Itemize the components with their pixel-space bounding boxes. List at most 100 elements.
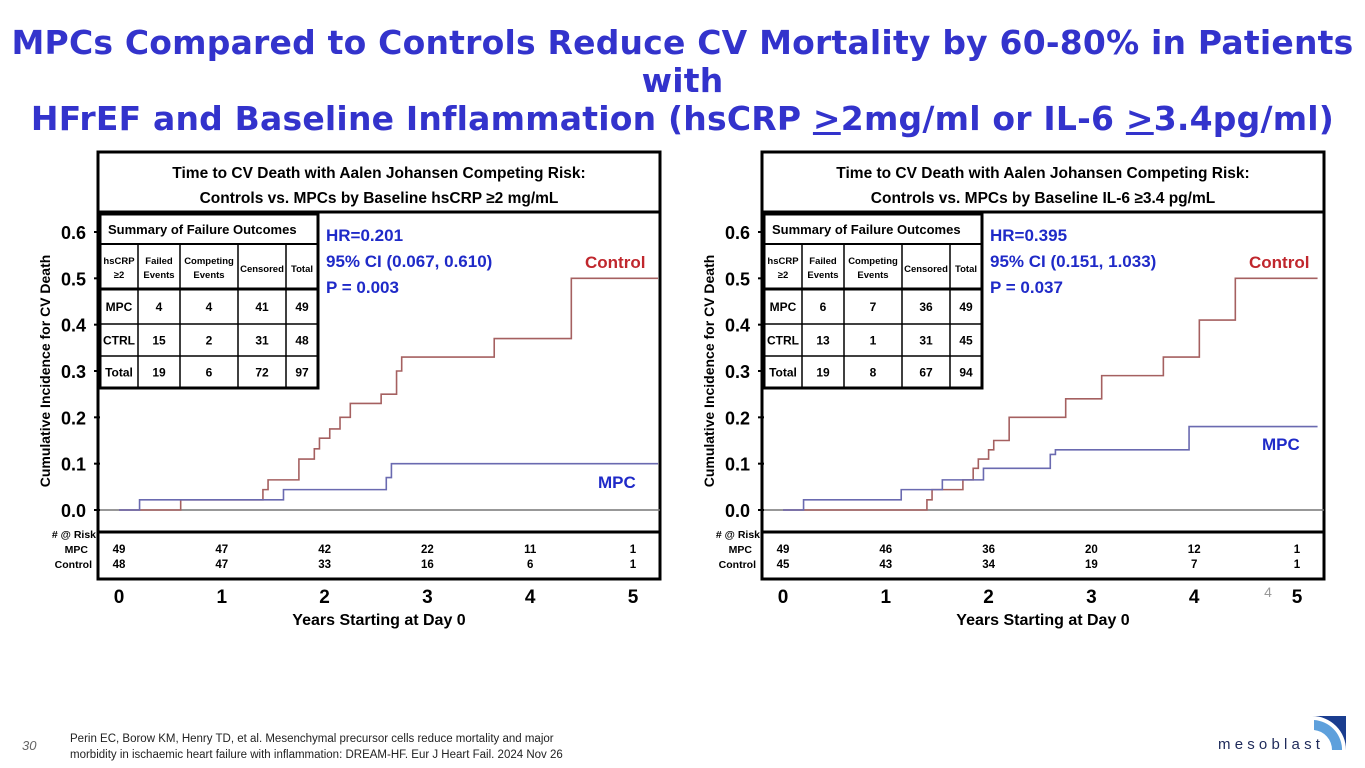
y-tick-label: 0.4 (61, 316, 86, 336)
summary-cell: 67 (919, 366, 933, 380)
x-tick-label: 2 (983, 587, 994, 608)
risk-control-value: 6 (527, 559, 533, 571)
chart-title-box (96, 150, 662, 214)
summary-header: Censored (240, 264, 284, 275)
risk-label-mpc: MPC (65, 544, 89, 556)
risk-mpc-value: 49 (777, 544, 790, 556)
hazard-ratio: HR=0.201 (326, 226, 403, 245)
summary-cell: 48 (295, 334, 309, 348)
summary-header: Events (143, 270, 174, 281)
x-axis-label: Years Starting at Day 0 (292, 612, 466, 629)
risk-control-value: 48 (113, 559, 126, 571)
p-value: P = 0.037 (990, 278, 1063, 297)
logo-mark-icon (1312, 716, 1346, 750)
chart-title-box (760, 150, 1326, 214)
risk-control-value: 45 (777, 559, 790, 571)
x-axis-label: Years Starting at Day 0 (956, 612, 1130, 629)
x-tick-label: 3 (1086, 587, 1097, 608)
x-tick-label: 4 (525, 587, 536, 608)
series-control-line (783, 277, 1318, 511)
y-tick-label: 0.3 (725, 362, 750, 382)
summary-header: hsCRP (767, 256, 799, 267)
x-tick-label: 0 (114, 587, 125, 608)
series-mpc-line (783, 425, 1318, 511)
y-tick-label: 0.6 (61, 223, 86, 243)
risk-control-value: 34 (982, 559, 995, 571)
summary-cell: 19 (816, 366, 830, 380)
chart-title-1: Time to CV Death with Aalen Johansen Com… (836, 165, 1249, 182)
summary-header: Competing (848, 256, 898, 267)
summary-cell: 6 (206, 366, 213, 380)
risk-mpc-value: 20 (1085, 544, 1098, 556)
summary-cell: 7 (870, 300, 877, 314)
risk-mpc-value: 47 (215, 544, 228, 556)
mesoblast-logo: mesoblast (1218, 714, 1348, 754)
risk-mpc-value: 1 (1294, 544, 1301, 556)
y-tick-label: 0.5 (61, 269, 86, 289)
stray-mark: 4 (1264, 584, 1272, 600)
summary-cell: 31 (919, 334, 933, 348)
risk-mpc-value: 11 (524, 544, 537, 556)
risk-control-value: 43 (879, 559, 892, 571)
risk-label-mpc: MPC (729, 544, 753, 556)
risk-control-value: 1 (630, 559, 637, 571)
summary-cell: MPC (106, 300, 133, 314)
x-tick-label: 5 (1292, 587, 1303, 608)
y-tick-label: 0.1 (61, 455, 86, 475)
x-tick-label: 0 (778, 587, 789, 608)
risk-mpc-value: 12 (1188, 544, 1201, 556)
summary-cell: 49 (959, 300, 973, 314)
risk-mpc-value: 22 (421, 544, 434, 556)
summary-header: ≥2 (778, 270, 789, 281)
risk-label-control: Control (719, 559, 756, 571)
risk-mpc-value: 1 (630, 544, 637, 556)
y-tick-label: 0.1 (725, 455, 750, 475)
summary-header: Total (291, 264, 313, 275)
risk-label-control: Control (55, 559, 92, 571)
y-tick-label: 0.0 (725, 501, 750, 521)
summary-header: Events (807, 270, 838, 281)
summary-header: Censored (904, 264, 948, 275)
series-label-mpc: MPC (1262, 435, 1300, 454)
series-mpc-line (119, 462, 658, 511)
summary-header: Events (193, 270, 224, 281)
summary-cell: 13 (816, 334, 830, 348)
risk-mpc-value: 46 (879, 544, 892, 556)
risk-mpc-value: 42 (318, 544, 331, 556)
summary-cell: CTRL (767, 334, 799, 348)
title-line-1: MPCs Compared to Controls Reduce CV Mort… (11, 23, 1354, 100)
summary-cell: 72 (255, 366, 269, 380)
summary-cell: 1 (870, 334, 877, 348)
summary-cell: 4 (206, 300, 213, 314)
summary-header: ≥2 (114, 270, 125, 281)
chart-il6: Time to CV Death with Aalen Johansen Com… (694, 140, 1344, 640)
y-tick-label: 0.4 (725, 316, 750, 336)
y-tick-label: 0.2 (725, 408, 750, 428)
x-tick-label: 2 (319, 587, 330, 608)
risk-header: # @ Risk (52, 529, 96, 541)
series-label-control: Control (585, 253, 645, 272)
risk-control-value: 7 (1191, 559, 1197, 571)
risk-control-value: 33 (318, 559, 331, 571)
summary-cell: 19 (152, 366, 166, 380)
summary-header: Failed (145, 256, 173, 267)
y-tick-label: 0.5 (725, 269, 750, 289)
risk-mpc-value: 49 (113, 544, 126, 556)
title-line-2: HFrEF and Baseline Inflammation (hsCRP >… (30, 99, 1335, 138)
logo-text: mesoblast (1218, 736, 1325, 753)
citation-line-1: Perin EC, Borow KM, Henry TD, et al. Mes… (70, 733, 554, 745)
x-tick-label: 1 (881, 587, 892, 608)
citation-line-2: morbidity in ischaemic heart failure wit… (70, 749, 563, 761)
summary-header: hsCRP (103, 256, 135, 267)
y-tick-label: 0.2 (61, 408, 86, 428)
chart-hscrp: Time to CV Death with Aalen Johansen Com… (30, 140, 680, 640)
summary-header: Failed (809, 256, 837, 267)
summary-cell: MPC (770, 300, 797, 314)
risk-control-value: 47 (215, 559, 228, 571)
summary-cell: CTRL (103, 334, 135, 348)
summary-cell: 41 (255, 300, 269, 314)
summary-cell: 2 (206, 334, 213, 348)
y-tick-label: 0.6 (725, 223, 750, 243)
y-tick-label: 0.0 (61, 501, 86, 521)
citation: Perin EC, Borow KM, Henry TD, et al. Mes… (70, 731, 563, 763)
